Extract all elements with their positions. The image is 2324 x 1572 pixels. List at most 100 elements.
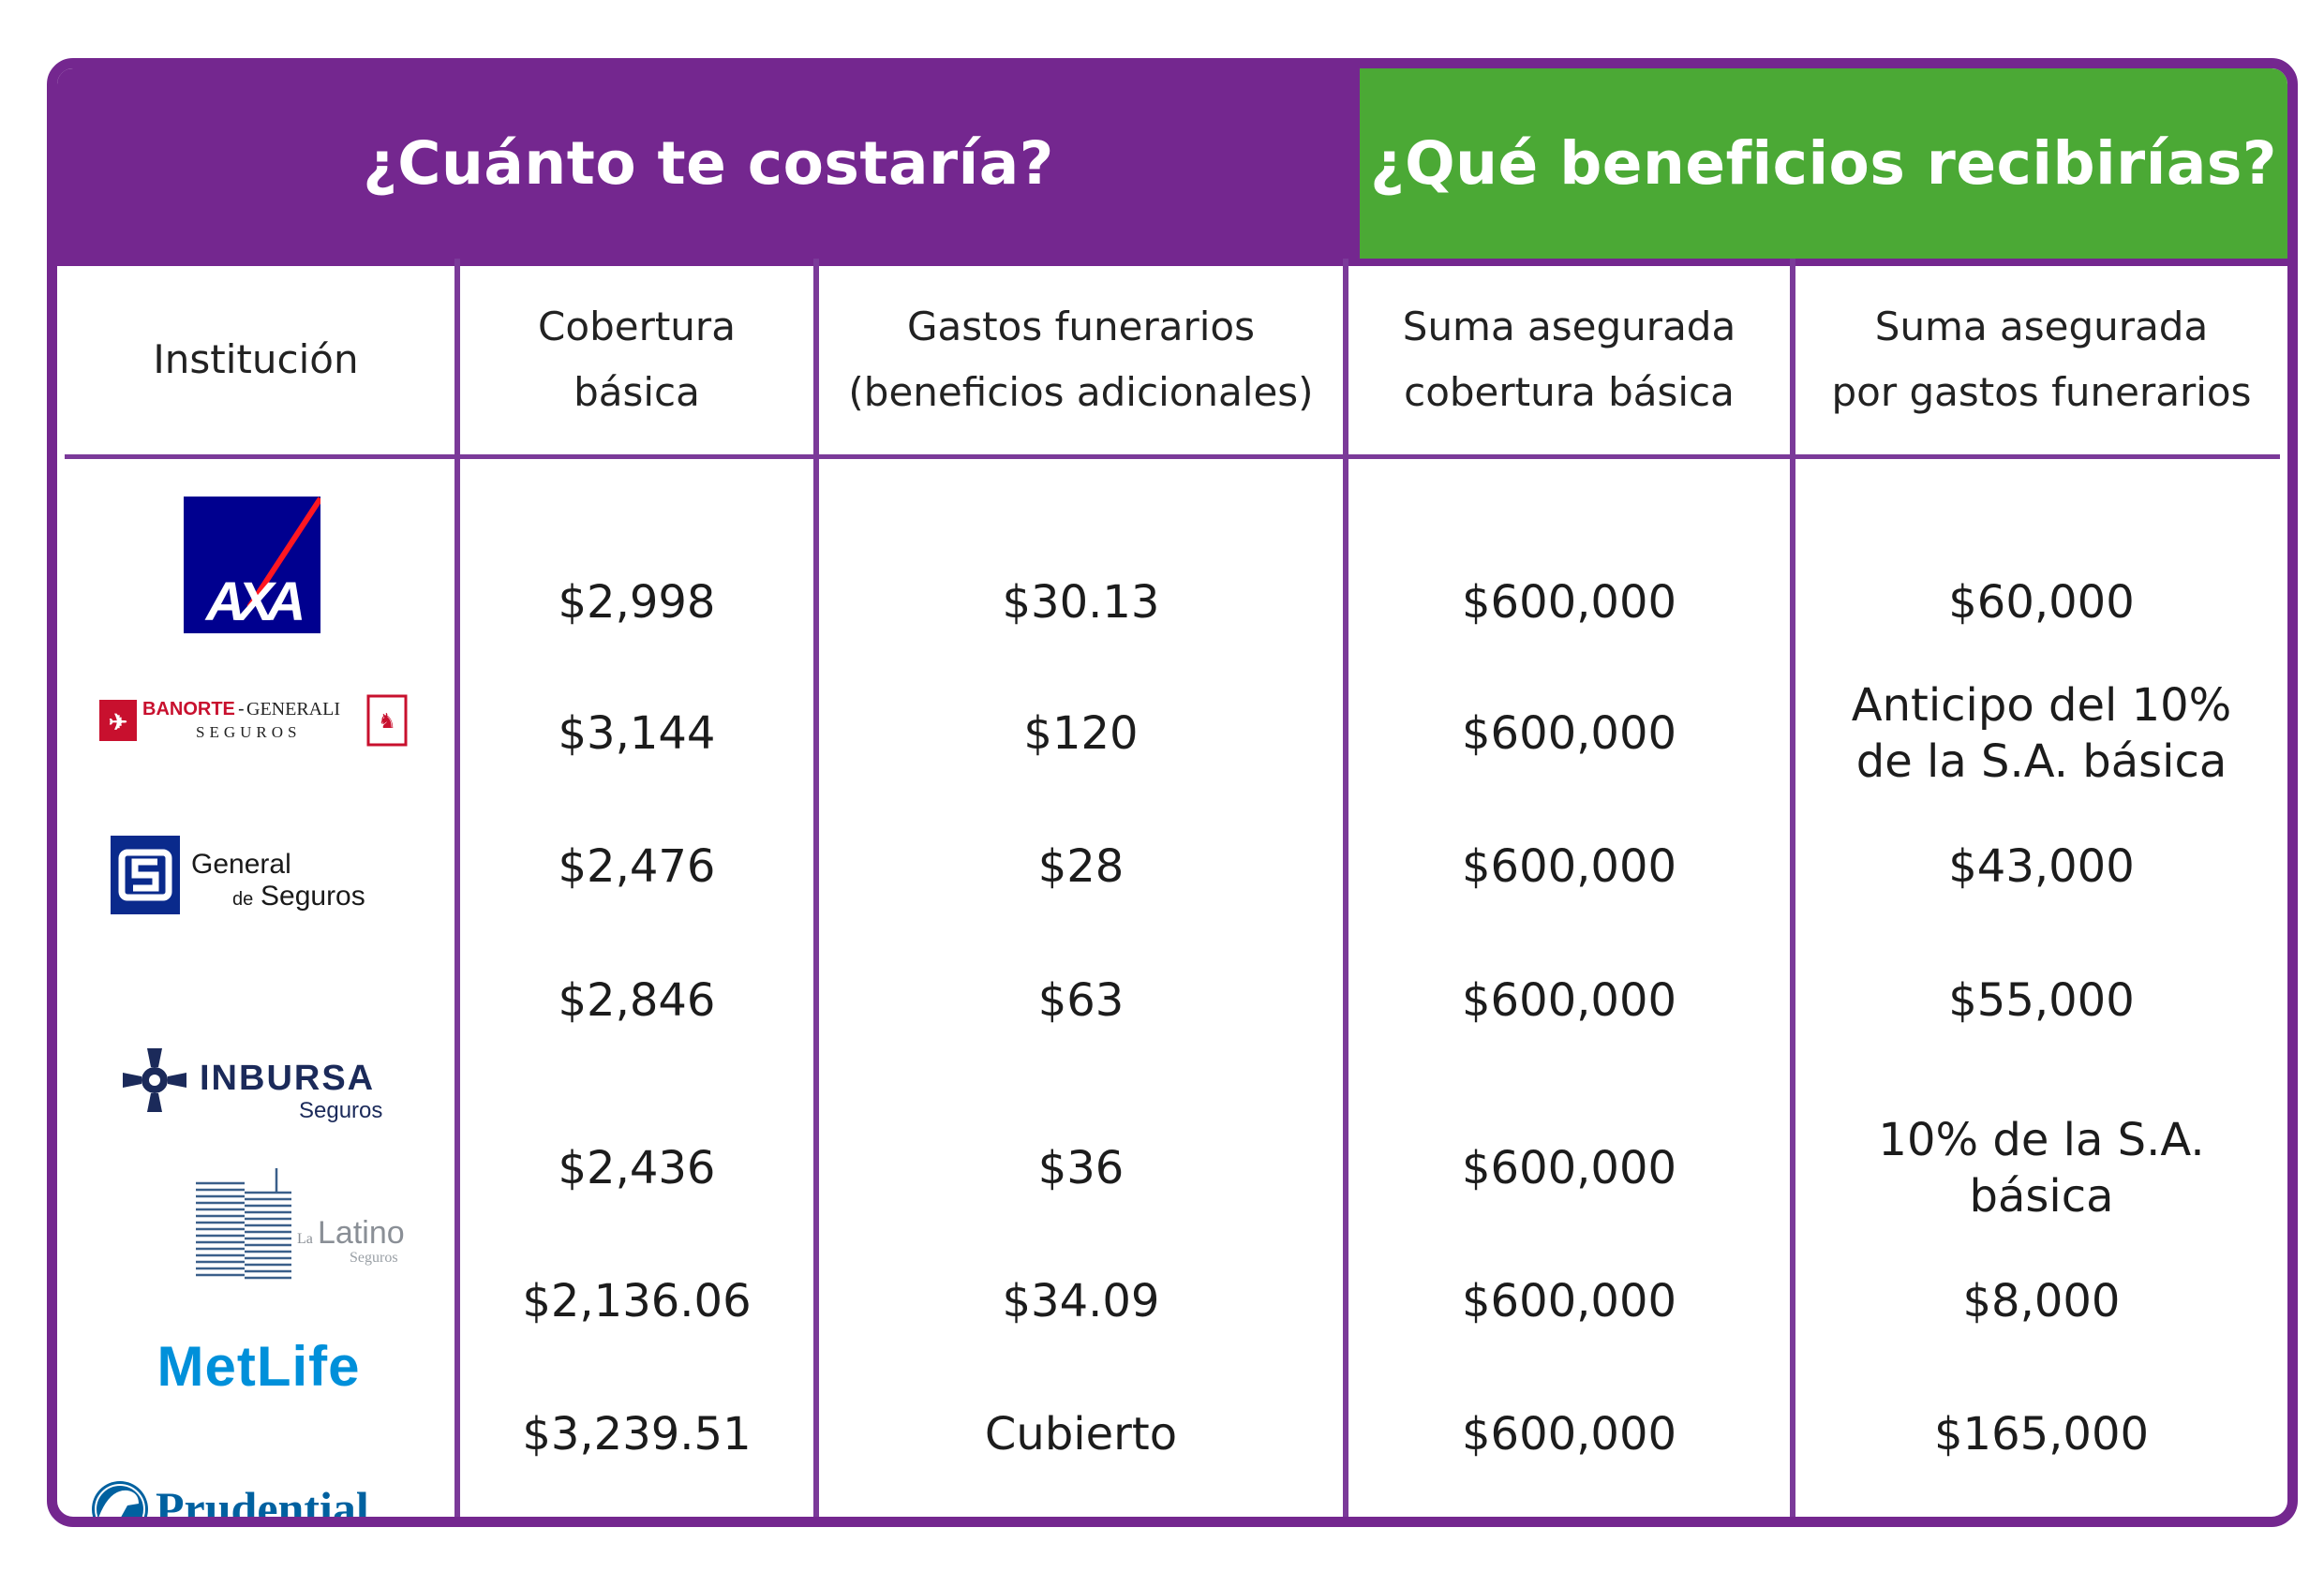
cell-value: $28	[1037, 840, 1125, 893]
column-divider	[1790, 259, 1795, 1517]
cell-value: $600,000	[1461, 840, 1677, 893]
cell-sum-basic: $600,000	[1348, 1121, 1790, 1215]
svg-text:-: -	[238, 699, 245, 719]
cell-value: $34.09	[1002, 1275, 1160, 1327]
cell-funeral: $63	[819, 954, 1343, 1047]
column-header-divider	[65, 454, 2280, 459]
column-header-line: Suma asegurada	[1874, 304, 2209, 349]
cell-value: $2,998	[558, 576, 716, 629]
cell-value: Cubierto	[984, 1408, 1178, 1461]
cell-value: $3,239.51	[522, 1408, 752, 1461]
cell-value: $2,846	[558, 974, 716, 1027]
metlife-logo-text: MetLife	[157, 1335, 361, 1398]
cell-value: $55,000	[1948, 974, 2135, 1027]
cell-basic: $2,436	[460, 1121, 813, 1215]
column-header-institution: Institución	[57, 266, 454, 453]
cell-value: $43,000	[1948, 840, 2135, 893]
column-header-line: (beneficios adicionales)	[848, 369, 1314, 415]
svg-text:♞: ♞	[378, 709, 396, 733]
column-header-line: Cobertura	[538, 304, 736, 349]
prudential-logo-text: Prudential	[156, 1482, 369, 1527]
cell-sum-basic: $600,000	[1348, 1254, 1790, 1348]
generali-logo-text: GENERALI	[246, 699, 340, 719]
cell-basic: $2,136.06	[460, 1254, 813, 1348]
banorte-seguros-text: SEGUROS	[196, 723, 301, 741]
cell-basic: $3,239.51	[460, 1387, 813, 1481]
cell-sum-basic: $600,000	[1348, 687, 1790, 780]
benefits-header: ¿Qué beneficios recibirías?	[1360, 68, 2287, 259]
header-divider	[57, 259, 2287, 266]
cell-funeral: $28	[819, 820, 1343, 913]
la-latino-logo: La Latino Seguros	[186, 1164, 430, 1286]
cell-value: $600,000	[1461, 576, 1677, 629]
banorte-generali-logo: ✈ BANORTE - GENERALI SEGUROS ♞	[99, 694, 409, 747]
cost-header-title: ¿Cuánto te costaría?	[363, 129, 1054, 198]
cell-value: 10% de la S.A.	[1878, 1114, 2205, 1166]
cell-value: $3,144	[558, 707, 716, 760]
cell-sum-basic: $600,000	[1348, 954, 1790, 1047]
column-header-line: por gastos funerarios	[1831, 369, 2252, 415]
column-header-line: Institución	[153, 336, 359, 382]
cell-sum-funeral: $165,000	[1795, 1387, 2287, 1481]
metlife-logo: MetLife	[132, 1324, 385, 1408]
cell-value: $36	[1037, 1142, 1125, 1194]
inbursa-logo: INBURSA Seguros	[123, 1043, 395, 1127]
cell-value: $60,000	[1948, 576, 2135, 629]
cell-sum-basic: $600,000	[1348, 820, 1790, 913]
cell-value: $600,000	[1461, 707, 1677, 760]
cell-value: $120	[1023, 707, 1139, 760]
inbursa-logo-text: INBURSA	[200, 1059, 375, 1098]
column-divider	[1343, 259, 1348, 1517]
inbursa-seguros-text: Seguros	[299, 1098, 382, 1123]
cell-value: $2,476	[558, 840, 716, 893]
column-header-line: Gastos funerarios	[907, 304, 1255, 349]
cell-funeral: Cubierto	[819, 1387, 1343, 1481]
column-divider	[454, 259, 460, 1517]
prudential-logo: Prudential	[81, 1462, 399, 1527]
cell-basic: $2,476	[460, 820, 813, 913]
column-header-line: básica	[574, 369, 700, 415]
cell-funeral: $36	[819, 1121, 1343, 1215]
cell-sum-funeral: $8,000	[1795, 1254, 2287, 1348]
cell-value: $63	[1037, 974, 1125, 1027]
cell-value: Anticipo del 10%	[1851, 679, 2232, 732]
comparison-table: ¿Cuánto te costaría? ¿Qué beneficios rec…	[47, 58, 2298, 1527]
cell-basic: $2,998	[460, 556, 813, 649]
latino-seguros-text: Seguros	[350, 1250, 398, 1266]
axa-logo: AXA	[184, 497, 320, 633]
cell-value: $600,000	[1461, 1142, 1677, 1194]
column-header-line: cobertura básica	[1404, 369, 1735, 415]
general-seguros-text: Seguros	[261, 881, 365, 912]
general-de-text: de	[232, 889, 253, 910]
axa-logo-text: AXA	[204, 571, 303, 632]
cell-sum-basic: $600,000	[1348, 556, 1790, 649]
cell-value: $165,000	[1933, 1408, 2150, 1461]
cell-value: básica	[1969, 1170, 2114, 1223]
cell-basic: $3,144	[460, 687, 813, 780]
column-divider	[813, 259, 819, 1517]
cell-value: $30.13	[1002, 576, 1160, 629]
latino-logo-text: Latino	[318, 1215, 405, 1251]
cell-value: de la S.A. básica	[1855, 735, 2227, 788]
cell-sum-basic: $600,000	[1348, 1387, 1790, 1481]
column-header-sum-funeral: Suma asegurada por gastos funerarios	[1795, 266, 2287, 453]
cell-sum-funeral: $60,000	[1795, 556, 2287, 649]
cell-value: $600,000	[1461, 974, 1677, 1027]
cell-sum-funeral: 10% de la S.A. básica	[1795, 1112, 2287, 1224]
cell-value: $8,000	[1962, 1275, 2121, 1327]
cell-value: $600,000	[1461, 1275, 1677, 1327]
svg-text:✈: ✈	[109, 710, 127, 735]
banorte-logo-text: BANORTE	[142, 699, 235, 719]
column-header-line: Suma asegurada	[1402, 304, 1736, 349]
benefits-header-title: ¿Qué beneficios recibirías?	[1370, 129, 2277, 198]
cell-value: $2,136.06	[522, 1275, 752, 1327]
cell-value: $600,000	[1461, 1408, 1677, 1461]
general-logo-text: General	[191, 849, 291, 880]
cell-value: $2,436	[558, 1142, 716, 1194]
cell-basic: $2,846	[460, 954, 813, 1047]
cell-sum-funeral: $55,000	[1795, 954, 2287, 1047]
cell-funeral: $120	[819, 687, 1343, 780]
cell-funeral: $34.09	[819, 1254, 1343, 1348]
cell-sum-funeral: Anticipo del 10% de la S.A. básica	[1795, 677, 2287, 790]
latino-la-text: La	[297, 1231, 313, 1247]
